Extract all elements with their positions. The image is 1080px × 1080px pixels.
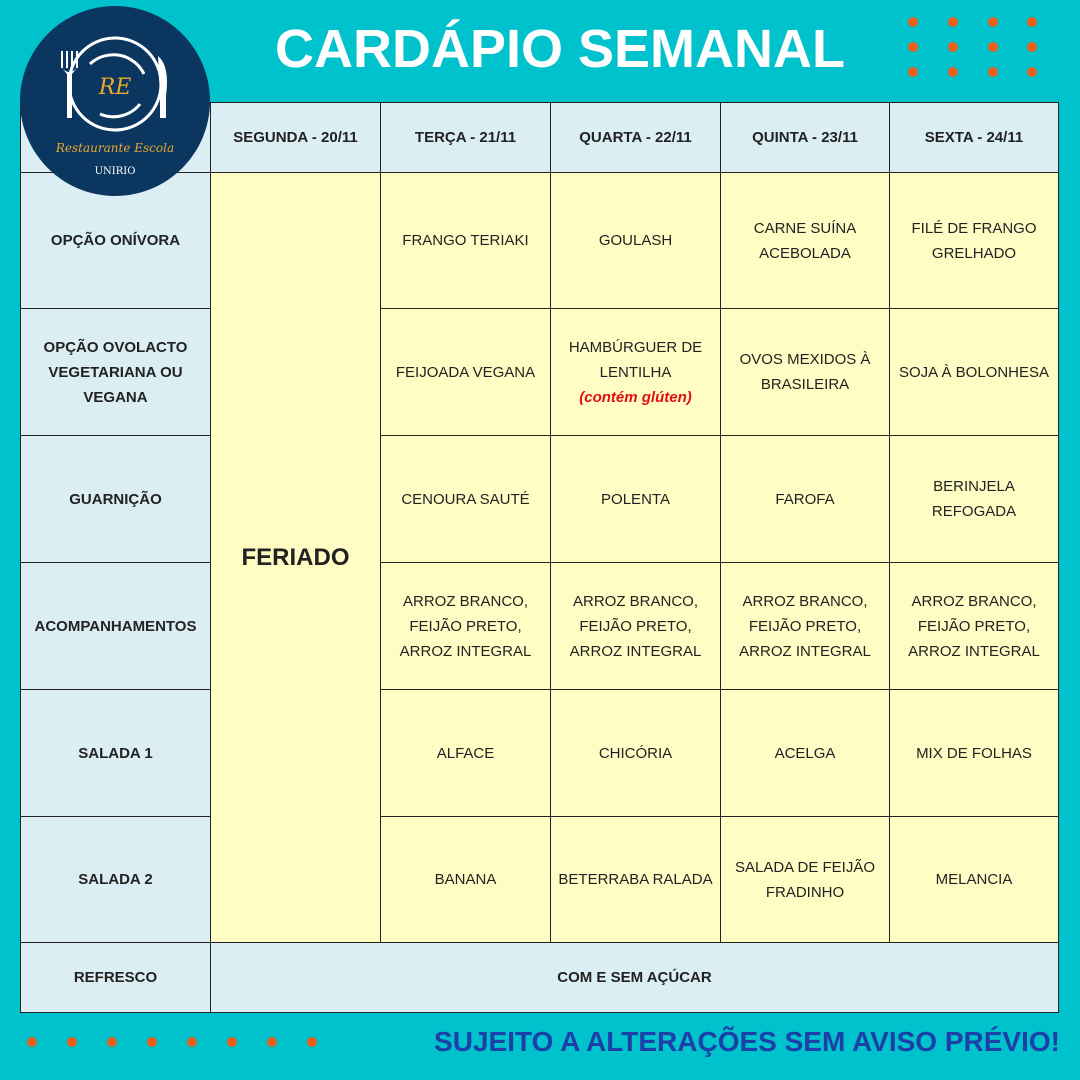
day-header: SEGUNDA - 20/11 bbox=[210, 102, 381, 173]
menu-cell: SALADA DE FEIJÃO FRADINHO bbox=[720, 816, 890, 943]
menu-cell: CARNE SUÍNA ACEBOLADA bbox=[720, 172, 890, 309]
table-row: SALADA 1 ALFACE CHICÓRIA ACELGA MIX DE F… bbox=[20, 689, 1059, 817]
menu-cell: HAMBÚRGUER DE LENTILHA (contém glúten) bbox=[550, 308, 721, 436]
menu-cell: MIX DE FOLHAS bbox=[889, 689, 1059, 817]
menu-cell: CHICÓRIA bbox=[550, 689, 721, 817]
menu-cell: FRANGO TERIAKI bbox=[380, 172, 551, 309]
plate-cutlery-icon: RE Restaurante Escola UNIRIO bbox=[55, 36, 174, 177]
menu-cell: GOULASH bbox=[550, 172, 721, 309]
restaurant-logo: RE Restaurante Escola UNIRIO bbox=[20, 6, 210, 196]
day-header: SEXTA - 24/11 bbox=[889, 102, 1059, 173]
row-label: SALADA 2 bbox=[20, 816, 211, 943]
day-header: QUARTA - 22/11 bbox=[550, 102, 721, 173]
row-label: OPÇÃO OVOLACTO VEGETARIANA OU VEGANA bbox=[20, 308, 211, 436]
gluten-warning: (contém glúten) bbox=[579, 388, 692, 406]
logo-name: Restaurante Escola bbox=[55, 141, 174, 155]
row-label: GUARNIÇÃO bbox=[20, 435, 211, 563]
menu-cell: BANANA bbox=[380, 816, 551, 943]
row-label: SALADA 1 bbox=[20, 689, 211, 817]
logo-initials: RE bbox=[98, 75, 132, 100]
menu-item: HAMBÚRGUER DE LENTILHA bbox=[568, 338, 703, 381]
menu-cell: FEIJOADA VEGANA bbox=[380, 308, 551, 436]
weekly-menu-table: SEGUNDA - 20/11 TERÇA - 21/11 QUARTA - 2… bbox=[20, 102, 1059, 1013]
disclaimer-footer: SUJEITO A ALTERAÇÕES SEM AVISO PRÉVIO! bbox=[434, 1026, 1060, 1057]
day-header: TERÇA - 21/11 bbox=[380, 102, 551, 173]
row-label: ACOMPANHAMENTOS bbox=[20, 562, 211, 690]
table-row: OPÇÃO OVOLACTO VEGETARIANA OU VEGANA FEI… bbox=[20, 308, 1059, 436]
menu-cell: ARROZ BRANCO, FEIJÃO PRETO, ARROZ INTEGR… bbox=[550, 562, 721, 690]
table-row: ACOMPANHAMENTOS ARROZ BRANCO, FEIJÃO PRE… bbox=[20, 562, 1059, 690]
page-title: CARDÁPIO SEMANAL bbox=[274, 19, 845, 79]
row-label: OPÇÃO ONÍVORA bbox=[20, 172, 211, 309]
refresco-value: COM E SEM AÇÚCAR bbox=[210, 942, 1059, 1013]
menu-cell: ARROZ BRANCO, FEIJÃO PRETO, ARROZ INTEGR… bbox=[889, 562, 1059, 690]
menu-cell: ARROZ BRANCO, FEIJÃO PRETO, ARROZ INTEGR… bbox=[380, 562, 551, 690]
table-row: SALADA 2 BANANA BETERRABA RALADA SALADA … bbox=[20, 816, 1059, 943]
menu-cell: FAROFA bbox=[720, 435, 890, 563]
menu-cell: ACELGA bbox=[720, 689, 890, 817]
menu-cell: ALFACE bbox=[380, 689, 551, 817]
menu-cell: BERINJELA REFOGADA bbox=[889, 435, 1059, 563]
logo-org: UNIRIO bbox=[95, 166, 136, 177]
refresco-row: REFRESCO COM E SEM AÇÚCAR bbox=[20, 942, 1059, 1013]
table-row: GUARNIÇÃO CENOURA SAUTÉ POLENTA FAROFA B… bbox=[20, 435, 1059, 563]
menu-cell: MELANCIA bbox=[889, 816, 1059, 943]
table-row: OPÇÃO ONÍVORA FERIADO FRANGO TERIAKI GOU… bbox=[20, 172, 1059, 943]
menu-cell: BETERRABA RALADA bbox=[550, 816, 721, 943]
menu-cell: SOJA À BOLONHESA bbox=[889, 308, 1059, 436]
menu-cell: OVOS MEXIDOS À BRASILEIRA bbox=[720, 308, 890, 436]
day-header: QUINTA - 23/11 bbox=[720, 102, 890, 173]
menu-cell: CENOURA SAUTÉ bbox=[380, 435, 551, 563]
row-label: REFRESCO bbox=[20, 942, 211, 1013]
menu-cell: ARROZ BRANCO, FEIJÃO PRETO, ARROZ INTEGR… bbox=[720, 562, 890, 690]
menu-cell: FILÉ DE FRANGO GRELHADO bbox=[889, 172, 1059, 309]
menu-cell: POLENTA bbox=[550, 435, 721, 563]
holiday-cell: FERIADO bbox=[210, 172, 381, 943]
